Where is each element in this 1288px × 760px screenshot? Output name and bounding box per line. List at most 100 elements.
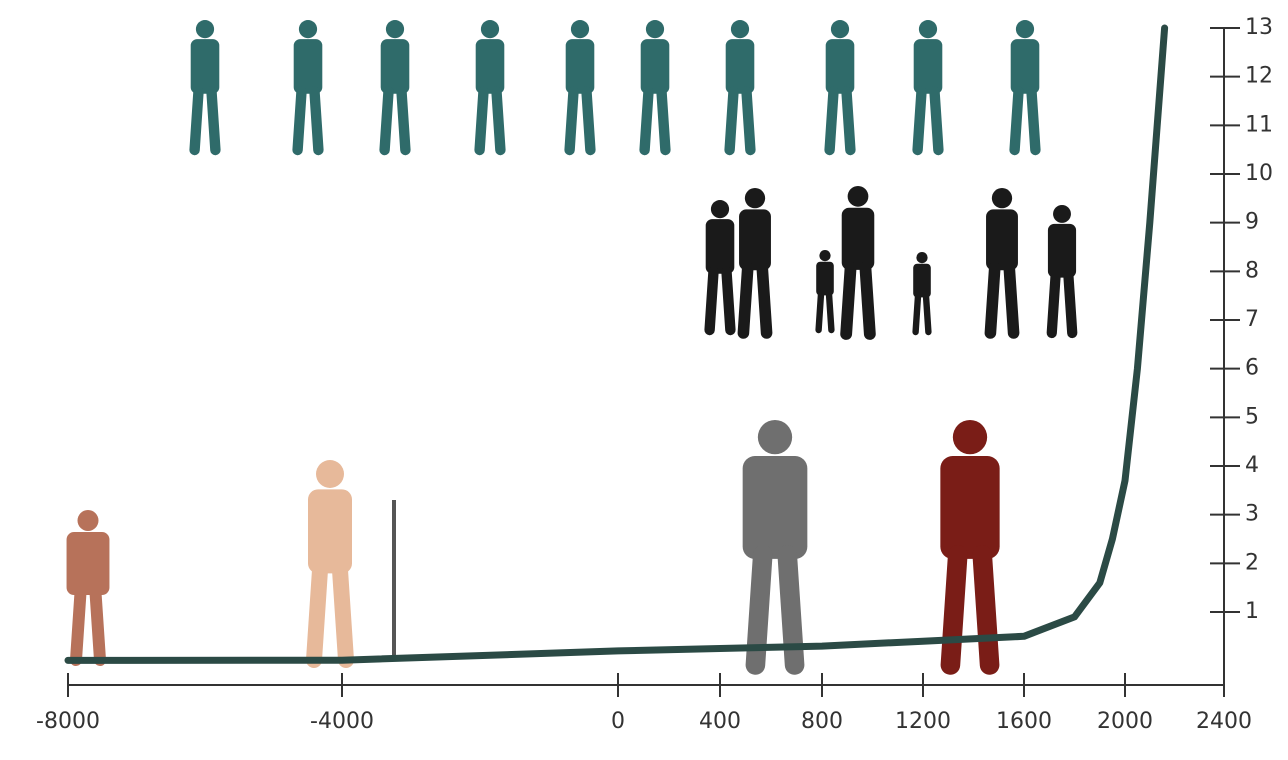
head [385, 20, 405, 39]
leg [984, 261, 1001, 339]
leg [721, 266, 736, 336]
person-silhouette [379, 20, 411, 156]
leg [581, 86, 596, 156]
head [298, 20, 318, 39]
torso [380, 39, 410, 94]
torso [825, 39, 855, 94]
y-tick-label: 6 [1245, 356, 1259, 381]
leg [1063, 270, 1078, 339]
head [1015, 20, 1035, 39]
leg [379, 86, 394, 156]
head [195, 20, 215, 39]
leg [306, 562, 328, 668]
torso [739, 209, 771, 271]
y-tick-label: 12 [1245, 64, 1273, 89]
x-tick-label: 1600 [996, 709, 1052, 734]
leg [89, 586, 106, 666]
leg [292, 86, 307, 156]
leg [922, 292, 932, 336]
head [77, 510, 99, 531]
leg [859, 261, 876, 340]
person-silhouette [564, 20, 596, 156]
leg [824, 86, 839, 156]
head [645, 20, 665, 39]
head [1053, 205, 1071, 223]
torso [705, 219, 735, 274]
leg [332, 562, 354, 668]
leg [912, 86, 927, 156]
head [757, 420, 793, 455]
torso [475, 39, 505, 94]
torso [66, 532, 110, 596]
person-silhouette [824, 20, 856, 156]
y-tick-label: 8 [1245, 258, 1259, 283]
person-silhouette [292, 20, 324, 156]
y-tick-label: 10 [1245, 161, 1273, 186]
torso [816, 261, 834, 296]
head [918, 20, 938, 39]
torso [1010, 39, 1040, 94]
head [710, 200, 730, 219]
person-silhouette [912, 20, 944, 156]
leg [825, 290, 835, 334]
torso [640, 39, 670, 94]
person-silhouette [189, 20, 221, 156]
y-tick-label: 13 [1245, 15, 1273, 40]
head [952, 420, 988, 455]
y-tick-label: 1 [1245, 599, 1259, 624]
x-tick-label: 800 [801, 709, 843, 734]
leg [940, 544, 968, 675]
person-silhouette [306, 460, 354, 668]
leg [189, 86, 204, 156]
y-tick-label: 7 [1245, 307, 1259, 332]
leg [737, 261, 754, 339]
y-tick-label: 2 [1245, 550, 1259, 575]
person-silhouette [742, 420, 808, 675]
torso [742, 456, 808, 559]
head [916, 252, 928, 264]
person-silhouette [1046, 205, 1078, 339]
person-silhouette [474, 20, 506, 156]
leg [656, 86, 671, 156]
leg [972, 544, 1000, 675]
head [316, 460, 344, 488]
head [730, 20, 750, 39]
person-silhouette [704, 200, 736, 336]
person-silhouette [912, 252, 932, 336]
torso [841, 207, 875, 270]
torso [293, 39, 323, 94]
y-tick-label: 4 [1245, 453, 1259, 478]
x-tick-label: 400 [699, 709, 741, 734]
head [570, 20, 590, 39]
leg [1046, 270, 1061, 339]
leg [70, 586, 87, 666]
leg [841, 86, 856, 156]
leg [564, 86, 579, 156]
y-tick-label: 3 [1245, 502, 1259, 527]
torso [725, 39, 755, 94]
head [480, 20, 500, 39]
person-silhouette [1009, 20, 1041, 156]
torso [190, 39, 220, 94]
leg [309, 86, 324, 156]
leg [491, 86, 506, 156]
person-silhouette [815, 250, 835, 334]
head [830, 20, 850, 39]
x-tick-label: 0 [611, 709, 625, 734]
person-silhouette [66, 510, 110, 666]
person-silhouette [639, 20, 671, 156]
person-silhouette [840, 186, 876, 340]
leg [206, 86, 221, 156]
x-tick-label: -4000 [310, 709, 374, 734]
leg [741, 86, 756, 156]
torso [913, 39, 943, 94]
head [847, 186, 869, 207]
leg [815, 290, 825, 334]
leg [929, 86, 944, 156]
person-silhouette [724, 20, 756, 156]
torso [1047, 223, 1077, 278]
x-tick-label: 1200 [895, 709, 951, 734]
illustrations [66, 20, 1078, 675]
head [991, 188, 1013, 209]
